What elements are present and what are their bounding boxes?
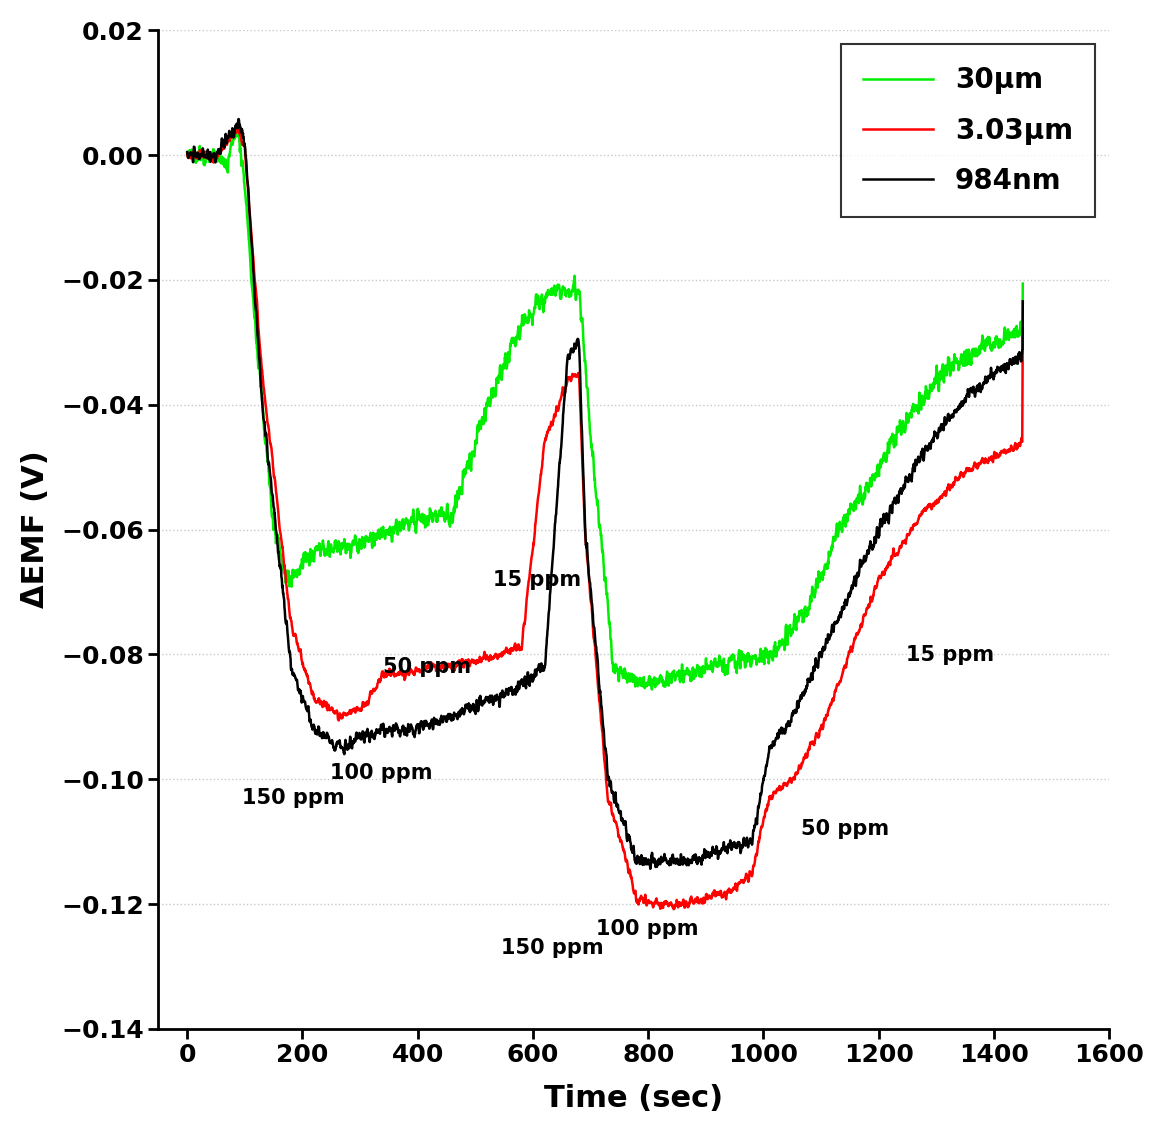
30μm	[276, 562, 290, 576]
984nm	[232, 112, 246, 126]
3.03μm	[1016, 321, 1030, 335]
30μm	[910, 404, 924, 417]
3.03μm	[231, 121, 245, 135]
984nm	[1000, 356, 1014, 370]
984nm	[643, 862, 657, 875]
984nm	[181, 145, 195, 159]
3.03μm	[181, 147, 195, 161]
Legend: 30μm, 3.03μm, 984nm: 30μm, 3.03μm, 984nm	[841, 44, 1095, 217]
Text: 100 ppm: 100 ppm	[330, 763, 432, 784]
30μm	[1000, 330, 1014, 344]
Y-axis label: ΔEMF (V): ΔEMF (V)	[21, 450, 50, 609]
Text: 150 ppm: 150 ppm	[242, 788, 345, 809]
30μm	[181, 147, 195, 161]
30μm	[537, 295, 551, 308]
3.03μm	[910, 517, 924, 531]
Text: 50 ppm: 50 ppm	[383, 658, 472, 677]
Text: 15 ppm: 15 ppm	[493, 569, 581, 590]
984nm	[1016, 295, 1030, 308]
30μm	[501, 346, 515, 359]
3.03μm	[325, 702, 339, 716]
984nm	[276, 583, 290, 596]
3.03μm	[666, 903, 680, 916]
30μm	[325, 544, 339, 558]
3.03μm	[276, 543, 290, 557]
3.03μm	[501, 645, 515, 659]
Text: 150 ppm: 150 ppm	[501, 938, 603, 958]
3.03μm	[1000, 445, 1014, 458]
Text: 100 ppm: 100 ppm	[596, 920, 699, 939]
984nm	[501, 687, 515, 701]
30μm	[645, 683, 659, 696]
30μm	[232, 119, 246, 133]
3.03μm	[537, 437, 551, 450]
984nm	[325, 735, 339, 748]
Text: 50 ppm: 50 ppm	[800, 820, 889, 839]
30μm	[1016, 277, 1030, 290]
Line: 984nm: 984nm	[188, 119, 1023, 869]
Text: 15 ppm: 15 ppm	[906, 645, 995, 665]
984nm	[537, 662, 551, 676]
Line: 3.03μm: 3.03μm	[188, 128, 1023, 909]
984nm	[910, 456, 924, 469]
X-axis label: Time (sec): Time (sec)	[544, 1084, 723, 1114]
Line: 30μm: 30μm	[188, 126, 1023, 689]
